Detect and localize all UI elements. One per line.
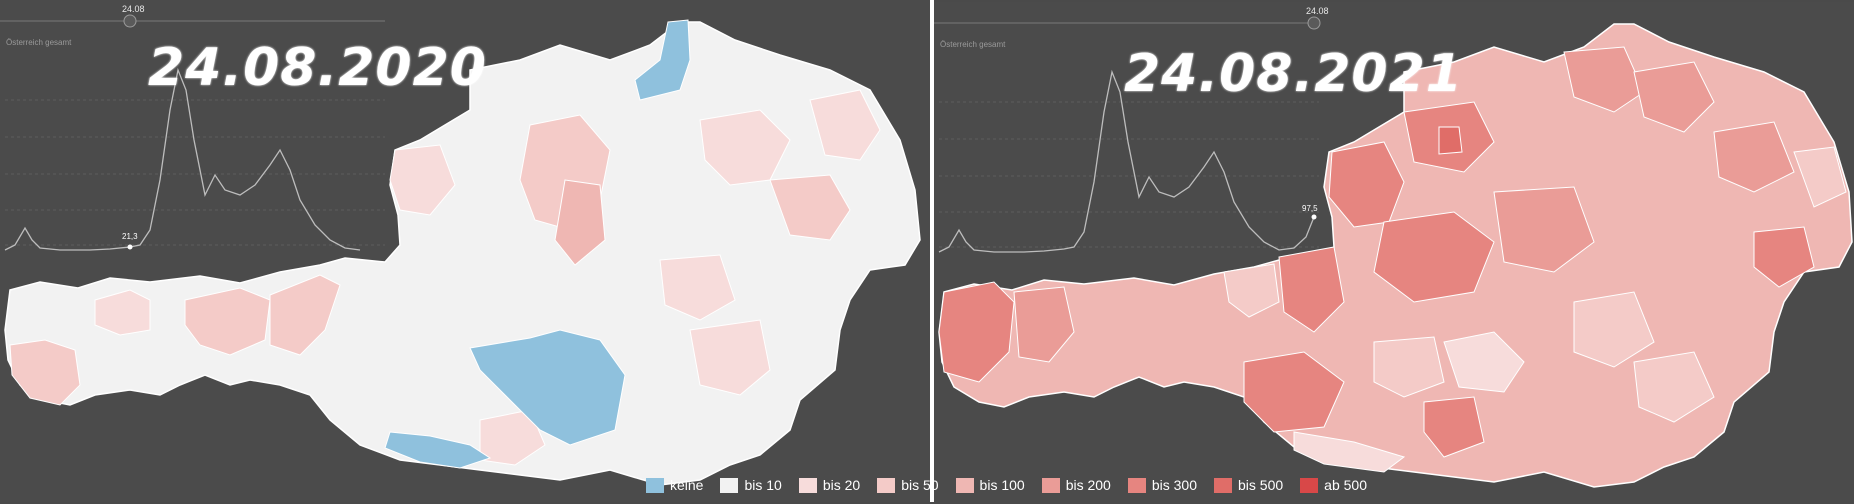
overview-label: Österreich gesamt [6,38,72,47]
legend-item: bis 500 [1214,477,1283,493]
legend-item: bis 100 [955,477,1025,493]
district-region [184,287,271,356]
date-title-2020: 24.08.2020 [148,38,487,98]
district-regions [9,89,881,466]
map-panel-2020: 24.08.2020 24.08 Österreich gesamt 21,3 [0,0,930,502]
legend-swatch [646,477,664,493]
current-point-marker [1311,214,1317,220]
district-region [1373,336,1445,398]
districts-no-cases [384,19,691,469]
district-region [938,281,1015,383]
district-region [659,254,736,321]
district-region [1563,46,1645,113]
legend-label: bis 300 [1151,477,1198,493]
legend-item: bis 300 [1127,477,1198,493]
legend-item: bis 200 [1041,477,1111,493]
legend-swatch [955,477,974,493]
legend-item: bis 20 [798,477,861,493]
legend-swatch [877,477,896,493]
map-legend: keine bis 10 bis 20 bis 50 bis 100 bis 200 bis… [646,477,1384,493]
legend-label: bis 100 [979,477,1025,493]
district-region [389,144,456,216]
map-panel-2021: 24.08.2021 24.08 Österreich gesamt 97,5 [934,2,1854,504]
district-region [9,339,81,406]
current-value-label: 97,5 [1302,204,1318,213]
legend-swatch [1127,477,1146,493]
district-no-cases [384,431,492,469]
legend-label: bis 50 [901,477,939,493]
slider-value: 24.08 [122,4,145,14]
austria-district-map-2020 [0,14,921,486]
date-title-2021: 24.08.2021 [1124,44,1463,104]
district-region [1293,431,1406,473]
legend-swatch [1041,477,1060,493]
timeline-handle[interactable] [1307,16,1321,30]
district-region [809,89,881,161]
legend-label: keine [670,477,704,493]
district-no-cases [469,329,626,446]
legend-label: bis 20 [822,477,861,493]
legend-label: bis 200 [1065,477,1111,493]
district-region [1793,146,1847,208]
legend-swatch [1300,477,1319,493]
legend-swatch [720,477,739,493]
district-region [94,289,151,336]
district-region [1633,61,1715,133]
current-point-marker [127,244,133,250]
overview-label: Österreich gesamt [940,40,1006,49]
legend-label: bis 500 [1238,477,1284,493]
district-region [1013,286,1075,363]
legend-label: bis 10 [744,477,782,493]
district-region [269,274,341,356]
district-region [1493,186,1595,273]
district-region [769,174,851,241]
district-region [1573,291,1655,368]
legend-item: bis 10 [720,477,782,493]
district-regions [938,46,1847,473]
sparkline-cases [4,67,361,251]
district-region [1633,351,1715,423]
legend-swatch [1214,477,1233,493]
district-region [1223,263,1280,318]
district-region [1713,121,1795,193]
district-no-cases [634,19,691,101]
district-region [1243,351,1345,433]
district-region [1423,396,1485,458]
district-region [1278,246,1345,333]
legend-swatch [798,477,817,493]
district-region [689,319,771,396]
district-region [1373,211,1495,303]
austria-district-map-2021 [934,16,1853,488]
legend-item: bis 50 [877,477,939,493]
legend-label: ab 500 [1324,477,1367,493]
panel-divider [930,0,934,502]
district-region [1443,331,1525,393]
timeline-handle[interactable] [123,14,137,28]
district-region [1438,126,1463,155]
district-region [554,179,606,266]
legend-item: ab 500 [1300,477,1367,493]
legend-item: keine [646,477,703,493]
austria-outline [4,21,921,486]
sparkline-grid [5,99,385,246]
slider-value: 24.08 [1306,6,1329,16]
sparkline-grid [939,101,1319,248]
current-value-label: 21,3 [122,232,138,241]
sparkline-cases [938,69,1315,253]
district-region [1753,226,1815,288]
